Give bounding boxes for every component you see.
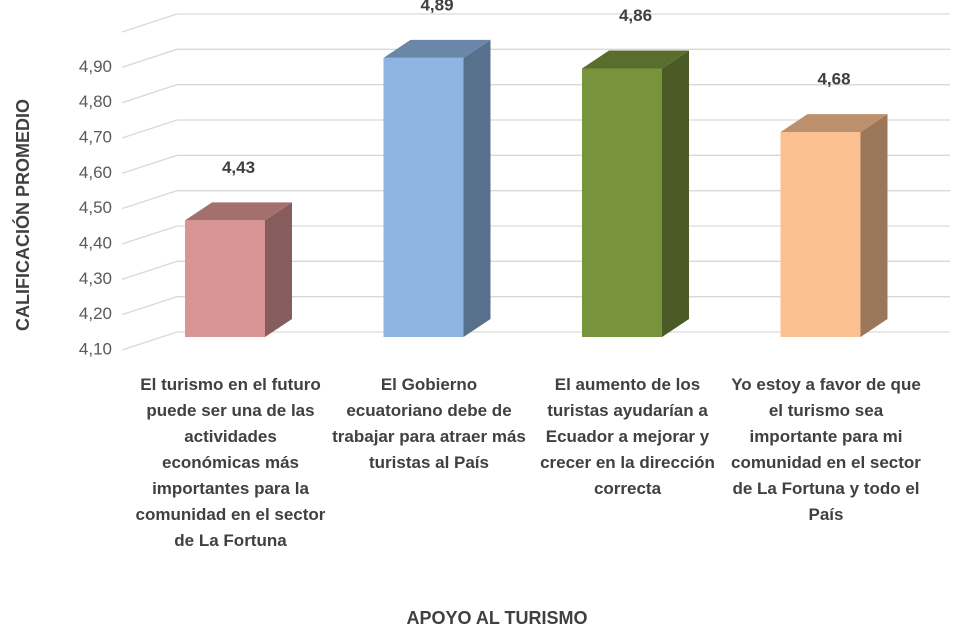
grid-line <box>121 154 950 174</box>
grid-line <box>121 119 950 139</box>
grid-line <box>121 260 950 280</box>
y-tick-label: 4,10 <box>79 339 112 358</box>
bar-top <box>185 202 292 221</box>
data-label: 4,89 <box>420 0 453 14</box>
plot-top-line <box>121 13 950 33</box>
grid-line <box>121 296 950 316</box>
y-tick-label: 4,20 <box>79 304 112 323</box>
y-tick-label: 4,60 <box>79 163 112 182</box>
grid-line <box>121 48 950 68</box>
bar <box>383 57 464 337</box>
grid-line <box>121 190 950 210</box>
bar <box>582 68 662 337</box>
data-label: 4,86 <box>619 6 652 25</box>
y-tick-label: 4,90 <box>79 57 112 76</box>
y-tick-label: 4,80 <box>79 92 112 111</box>
bar-top <box>383 39 491 58</box>
data-label: 4,43 <box>222 158 255 177</box>
y-tick-label: 4,50 <box>79 198 112 217</box>
y-tick-label: 4,70 <box>79 127 112 146</box>
bar-side <box>463 39 491 337</box>
x-tick-label: El aumento de los turistas ayudarían a E… <box>540 375 715 498</box>
x-tick-label: Yo estoy a favor de que el turismo sea i… <box>731 375 921 524</box>
bar <box>780 132 861 337</box>
data-label: 4,68 <box>817 70 850 89</box>
bar-top <box>780 114 888 133</box>
bar <box>185 220 265 337</box>
grid-line <box>121 331 950 351</box>
y-tick-label: 4,30 <box>79 269 112 288</box>
y-tick-label: 4,40 <box>79 233 112 252</box>
x-axis-title: APOYO AL TURISMO <box>406 608 587 628</box>
bar-side <box>860 114 888 337</box>
x-tick-label: El turismo en el futuro puede ser una de… <box>135 375 326 550</box>
x-tick-label: El Gobierno ecuatoriano debe de trabajar… <box>332 375 526 472</box>
bar-top <box>582 50 689 69</box>
bar-side <box>265 202 292 337</box>
bar-side <box>662 50 689 337</box>
grid-line <box>121 84 950 104</box>
y-axis-title: CALIFICACIÓN PROMEDIO <box>12 99 33 331</box>
grid-line <box>121 225 950 245</box>
